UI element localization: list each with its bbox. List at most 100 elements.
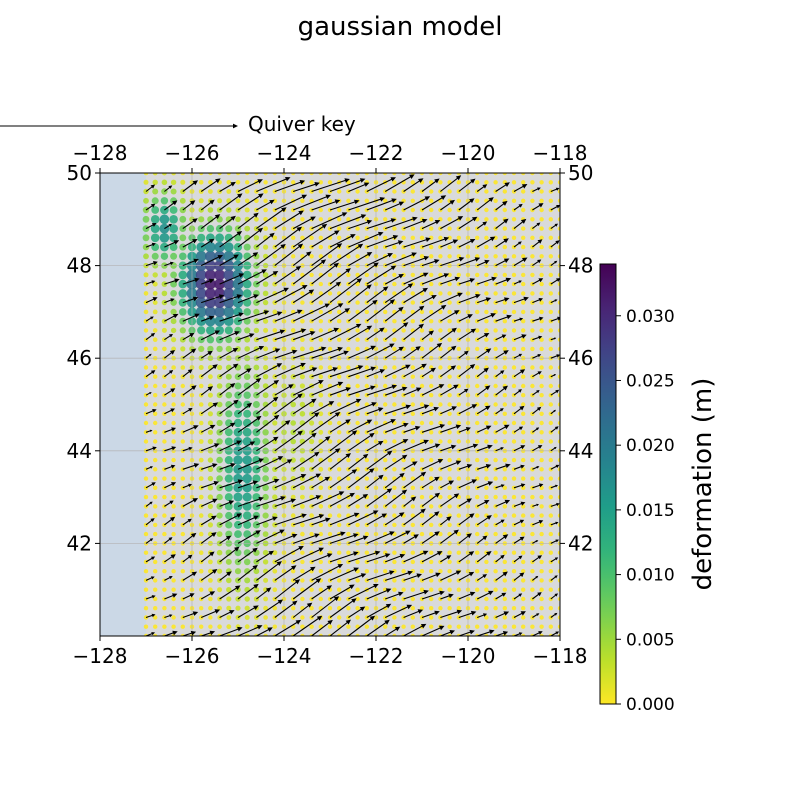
- deformation-point: [383, 309, 388, 315]
- deformation-point: [160, 197, 169, 205]
- deformation-point: [438, 569, 443, 574]
- deformation-vector: [256, 232, 275, 248]
- deformation-point: [511, 291, 517, 296]
- deformation-point: [299, 485, 305, 491]
- deformation-point: [243, 373, 251, 381]
- deformation-point: [300, 318, 305, 324]
- deformation-point: [263, 346, 269, 352]
- deformation-vector: [182, 554, 193, 563]
- deformation-point: [300, 173, 305, 176]
- deformation-point: [346, 198, 351, 203]
- deformation-point: [262, 429, 269, 436]
- deformation-point: [475, 272, 480, 278]
- deformation-point: [207, 475, 214, 482]
- deformation-vector: [329, 268, 351, 285]
- deformation-point: [502, 522, 507, 528]
- deformation-vector: [219, 383, 236, 396]
- deformation-vector: [348, 510, 379, 526]
- deformation-point: [511, 569, 517, 574]
- deformation-point: [521, 420, 526, 426]
- deformation-point: [143, 272, 149, 278]
- deformation-vector: [292, 578, 322, 600]
- deformation-point: [511, 365, 517, 370]
- deformation-vector: [550, 464, 560, 470]
- deformation-point: [539, 383, 544, 389]
- deformation-vector: [311, 412, 341, 433]
- deformation-point: [262, 549, 269, 556]
- deformation-vector: [329, 323, 362, 341]
- deformation-vector: [532, 371, 542, 378]
- deformation-vector: [145, 556, 156, 563]
- deformation-vector: [532, 239, 543, 248]
- deformation-point: [511, 587, 517, 592]
- deformation-point: [548, 180, 553, 185]
- deformation-vector: [219, 312, 244, 322]
- deformation-point: [484, 189, 489, 194]
- deformation-point: [493, 569, 498, 574]
- deformation-point: [272, 420, 278, 426]
- deformation-point: [447, 281, 452, 287]
- deformation-point: [557, 281, 560, 287]
- deformation-vector: [164, 261, 174, 267]
- deformation-vector: [164, 408, 175, 415]
- deformation-vector: [256, 348, 281, 359]
- deformation-point: [290, 457, 296, 463]
- deformation-vector: [293, 495, 322, 507]
- deformation-vector: [385, 553, 406, 563]
- deformation-point: [410, 467, 415, 472]
- deformation-vector: [164, 537, 173, 544]
- ocean-area: [100, 173, 146, 636]
- deformation-point: [225, 373, 232, 380]
- deformation-point: [171, 337, 177, 343]
- deformation-vector: [145, 370, 156, 378]
- deformation-point: [243, 511, 252, 520]
- deformation-point: [502, 244, 507, 250]
- deformation-vector: [532, 555, 542, 563]
- deformation-point: [392, 254, 397, 259]
- deformation-vector: [145, 353, 152, 359]
- deformation-point: [262, 272, 269, 278]
- deformation-point: [153, 467, 158, 472]
- deformation-point: [337, 513, 342, 518]
- deformation-point: [557, 504, 560, 509]
- deformation-point: [530, 365, 535, 370]
- deformation-point: [234, 549, 242, 557]
- deformation-vector: [476, 515, 492, 526]
- deformation-point: [327, 624, 333, 629]
- deformation-point: [530, 198, 535, 203]
- deformation-vector: [182, 425, 199, 433]
- deformation-point: [217, 624, 222, 629]
- deformation-vector: [550, 337, 557, 341]
- deformation-point: [521, 281, 526, 287]
- deformation-point: [299, 457, 306, 463]
- deformation-vector: [348, 535, 369, 544]
- deformation-point: [272, 198, 277, 203]
- deformation-point: [300, 531, 305, 537]
- deformation-point: [493, 319, 498, 324]
- deformation-point: [244, 225, 251, 232]
- deformation-point: [539, 504, 544, 509]
- deformation-vector: [366, 384, 398, 396]
- deformation-point: [162, 587, 167, 592]
- deformation-point: [539, 569, 544, 574]
- colorbar-tick-label: 0.000: [626, 695, 675, 715]
- deformation-point: [392, 596, 397, 602]
- x-tick-label-top: −120: [441, 141, 496, 165]
- deformation-point: [318, 466, 324, 472]
- deformation-point: [502, 393, 507, 398]
- y-tick-label-right: 44: [568, 439, 593, 463]
- deformation-point: [521, 587, 526, 592]
- deformation-point: [290, 438, 297, 445]
- deformation-point: [502, 559, 507, 565]
- deformation-point: [511, 198, 517, 203]
- deformation-vector: [237, 368, 252, 378]
- deformation-vector: [513, 334, 527, 341]
- deformation-point: [242, 455, 252, 465]
- deformation-point: [300, 559, 305, 565]
- deformation-vector: [237, 530, 261, 544]
- deformation-point: [521, 244, 526, 250]
- deformation-point: [410, 198, 415, 203]
- deformation-vector: [477, 481, 494, 489]
- deformation-point: [493, 504, 498, 509]
- deformation-point: [539, 393, 544, 398]
